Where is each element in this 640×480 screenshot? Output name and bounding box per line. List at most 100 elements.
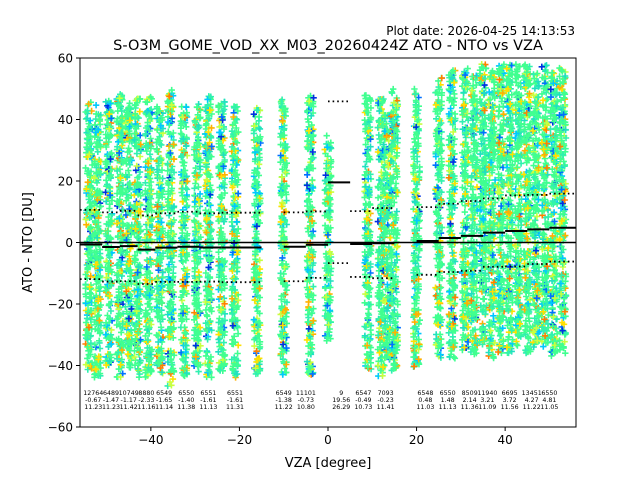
scatter-point (108, 149, 115, 157)
scatter-point (102, 264, 109, 271)
scatter-point (95, 370, 102, 377)
scatter-point (116, 223, 123, 231)
scatter-point (96, 203, 103, 210)
scatter-point (125, 260, 133, 268)
scatter-point (118, 285, 125, 292)
scatter-point (91, 175, 98, 182)
scatter-point (91, 158, 98, 165)
scatter-point (115, 310, 123, 317)
scatter-point (82, 285, 89, 292)
scatter-point (116, 215, 123, 222)
scatter-point (115, 365, 122, 373)
scatter-point (91, 341, 99, 348)
scatter-point (83, 315, 91, 322)
scatter-point (95, 168, 103, 175)
scatter-point (96, 317, 103, 324)
scatter-point (96, 339, 103, 347)
scatter-point (119, 139, 126, 146)
scatter-point (115, 298, 122, 305)
scatter-point (115, 201, 123, 209)
scatter-point (94, 234, 101, 241)
scatter-point (122, 235, 129, 243)
scatter-point (87, 247, 94, 254)
scatter-point (96, 288, 103, 295)
scatter-point (119, 220, 127, 227)
scatter-point (114, 143, 121, 150)
scatter-point (117, 133, 124, 140)
scatter-point (97, 322, 105, 329)
scatter-point (93, 164, 100, 171)
scatter-point (82, 300, 89, 307)
scatter-point (106, 205, 113, 212)
scatter-point (94, 327, 102, 334)
scatter-point (115, 292, 122, 299)
scatter-point (95, 356, 102, 363)
scatter-point (114, 107, 121, 115)
scatter-point (103, 143, 110, 151)
scatter-point (94, 313, 101, 320)
scatter-point (86, 214, 93, 221)
scatter-point (95, 228, 102, 236)
scatter-point (86, 283, 93, 291)
scatter-point (85, 324, 93, 331)
scatter-point (122, 303, 129, 310)
scatter-point (107, 307, 115, 315)
scatter-points (82, 61, 570, 390)
scatter-point (87, 340, 95, 347)
scatter-point (82, 361, 90, 368)
scatter-point (106, 110, 113, 118)
scatter-point (84, 107, 91, 114)
scatter-point (117, 247, 124, 254)
scatter-point (87, 172, 94, 179)
scatter-point (107, 155, 114, 163)
scatter-point (126, 161, 134, 168)
scatter-point (97, 301, 104, 309)
scatter-point (86, 141, 93, 148)
scatter-point (115, 271, 122, 278)
scatter-point (95, 235, 102, 242)
scatter-point (106, 292, 113, 300)
scatter-point (85, 100, 92, 108)
scatter-point (116, 95, 123, 102)
scatter-point (108, 326, 115, 334)
scatter-point (87, 351, 94, 358)
scatter-point (108, 115, 115, 122)
scatter-point (103, 274, 110, 281)
scatter-point (105, 228, 112, 235)
scatter-point (117, 229, 124, 236)
scatter-point (103, 361, 110, 369)
scatter-point (113, 315, 121, 323)
scatter-point (113, 262, 121, 269)
scatter-point (115, 286, 122, 293)
scatter-point (126, 253, 133, 260)
scatter-point (84, 355, 91, 362)
scatter-point (91, 308, 99, 316)
scatter-point (86, 289, 94, 296)
scatter-point (92, 261, 100, 268)
scatter-point (106, 220, 114, 227)
scatter-point (107, 166, 115, 173)
scatter-point (86, 151, 93, 158)
scatter-point (84, 343, 91, 351)
scatter-point (105, 213, 112, 221)
scatter-point (92, 129, 99, 136)
scatter-point (88, 346, 95, 353)
scatter-point (114, 167, 121, 175)
scatter-point (123, 308, 130, 315)
scatter-point (83, 135, 91, 142)
scatter-point (117, 373, 124, 381)
scatter-point (118, 362, 125, 369)
scatter-point (82, 216, 89, 223)
scatter-point (96, 137, 103, 144)
scatter-point (92, 218, 99, 226)
scatter-point (85, 256, 92, 264)
scatter-point (102, 131, 109, 138)
scatter-point (105, 260, 112, 267)
scatter-point (82, 319, 90, 326)
scatter-point (124, 148, 131, 156)
scatter-point (105, 334, 112, 342)
scatter-point (96, 345, 104, 352)
scatter-point (94, 140, 102, 147)
scatter-point (108, 340, 115, 348)
